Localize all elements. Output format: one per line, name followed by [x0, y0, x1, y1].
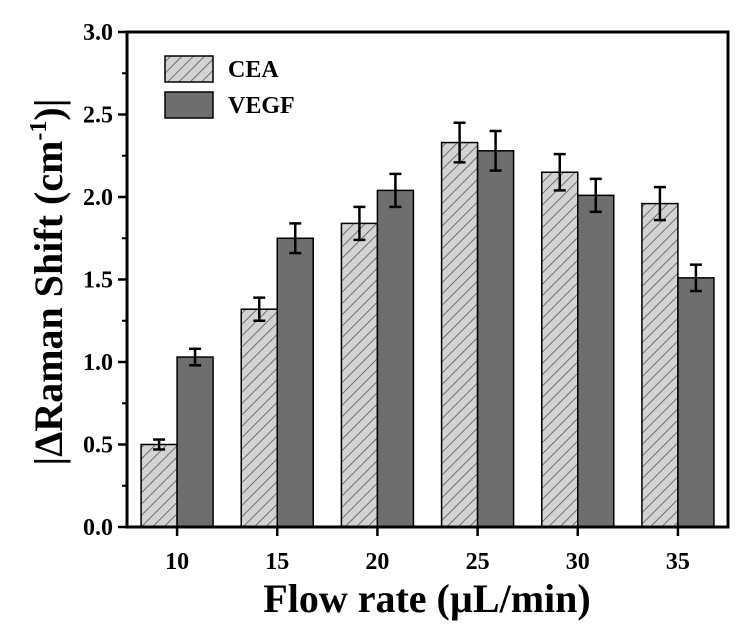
legend-swatch-vegf	[164, 91, 214, 119]
y-axis-title-main: |ΔRaman Shift (cm	[26, 141, 71, 466]
bar-cea-15	[240, 308, 278, 528]
bars-group	[140, 141, 715, 528]
error-bar-cea-30	[553, 152, 566, 192]
y-axis: 0.0 0.5 1.0 1.5 2.0 2.5 3.0	[83, 20, 127, 541]
error-bar-vegf-25	[489, 129, 502, 172]
x-tick-label-30: 30	[566, 549, 590, 575]
x-tick-label-10: 10	[165, 549, 189, 575]
y-tick-label-0.5: 0.5	[83, 433, 113, 459]
error-bar-vegf-10	[189, 347, 202, 367]
legend-label-vegf: VEGF	[228, 93, 295, 119]
bar-cea-35	[641, 202, 679, 528]
x-tick-label-35: 35	[666, 549, 690, 575]
legend: CEA VEGF	[164, 55, 295, 119]
bar-vegf-10	[176, 356, 214, 528]
error-bar-cea-25	[453, 121, 466, 164]
error-bars-group	[153, 121, 702, 451]
error-bar-vegf-15	[289, 222, 302, 255]
bar-cea-20	[340, 222, 379, 528]
bar-cea-10	[140, 443, 178, 528]
bar-vegf-30	[577, 194, 615, 528]
y-tick-label-1.5: 1.5	[83, 268, 113, 294]
x-tick-label-25: 25	[466, 549, 490, 575]
y-tick-label-2.5: 2.5	[83, 103, 113, 129]
bar-vegf-20	[376, 189, 415, 528]
y-tick-label-0.0: 0.0	[83, 515, 113, 541]
x-axis-title: Flow rate (µL/min)	[263, 576, 590, 621]
error-bar-vegf-30	[589, 177, 602, 214]
error-bar-vegf-35	[689, 263, 702, 293]
y-tick-label-3.0: 3.0	[83, 20, 113, 46]
plot-frame	[125, 30, 730, 529]
x-axis: 10 15 20 25 30 35	[165, 527, 690, 575]
y-axis-title-suffix: )|	[26, 98, 71, 120]
x-tick-label-15: 15	[265, 549, 289, 575]
x-tick-label-20: 20	[365, 549, 389, 575]
legend-swatch-cea	[164, 55, 214, 83]
error-bar-vegf-20	[389, 172, 402, 209]
legend-label-cea: CEA	[228, 57, 279, 83]
y-axis-title-superscript: -1	[26, 121, 52, 141]
bar-vegf-35	[677, 277, 715, 528]
bar-vegf-15	[276, 237, 314, 528]
error-bar-cea-20	[353, 205, 366, 242]
bar-cea-30	[541, 171, 579, 528]
y-tick-label-1.0: 1.0	[83, 350, 113, 376]
error-bar-cea-15	[253, 296, 266, 322]
y-tick-label-2.0: 2.0	[83, 185, 113, 211]
error-bar-cea-10	[153, 438, 166, 451]
bar-cea-25	[440, 141, 479, 528]
y-axis-title: |ΔRaman Shift (cm-1)|	[26, 98, 71, 465]
error-bar-cea-35	[653, 185, 666, 222]
bar-vegf-25	[476, 150, 515, 528]
